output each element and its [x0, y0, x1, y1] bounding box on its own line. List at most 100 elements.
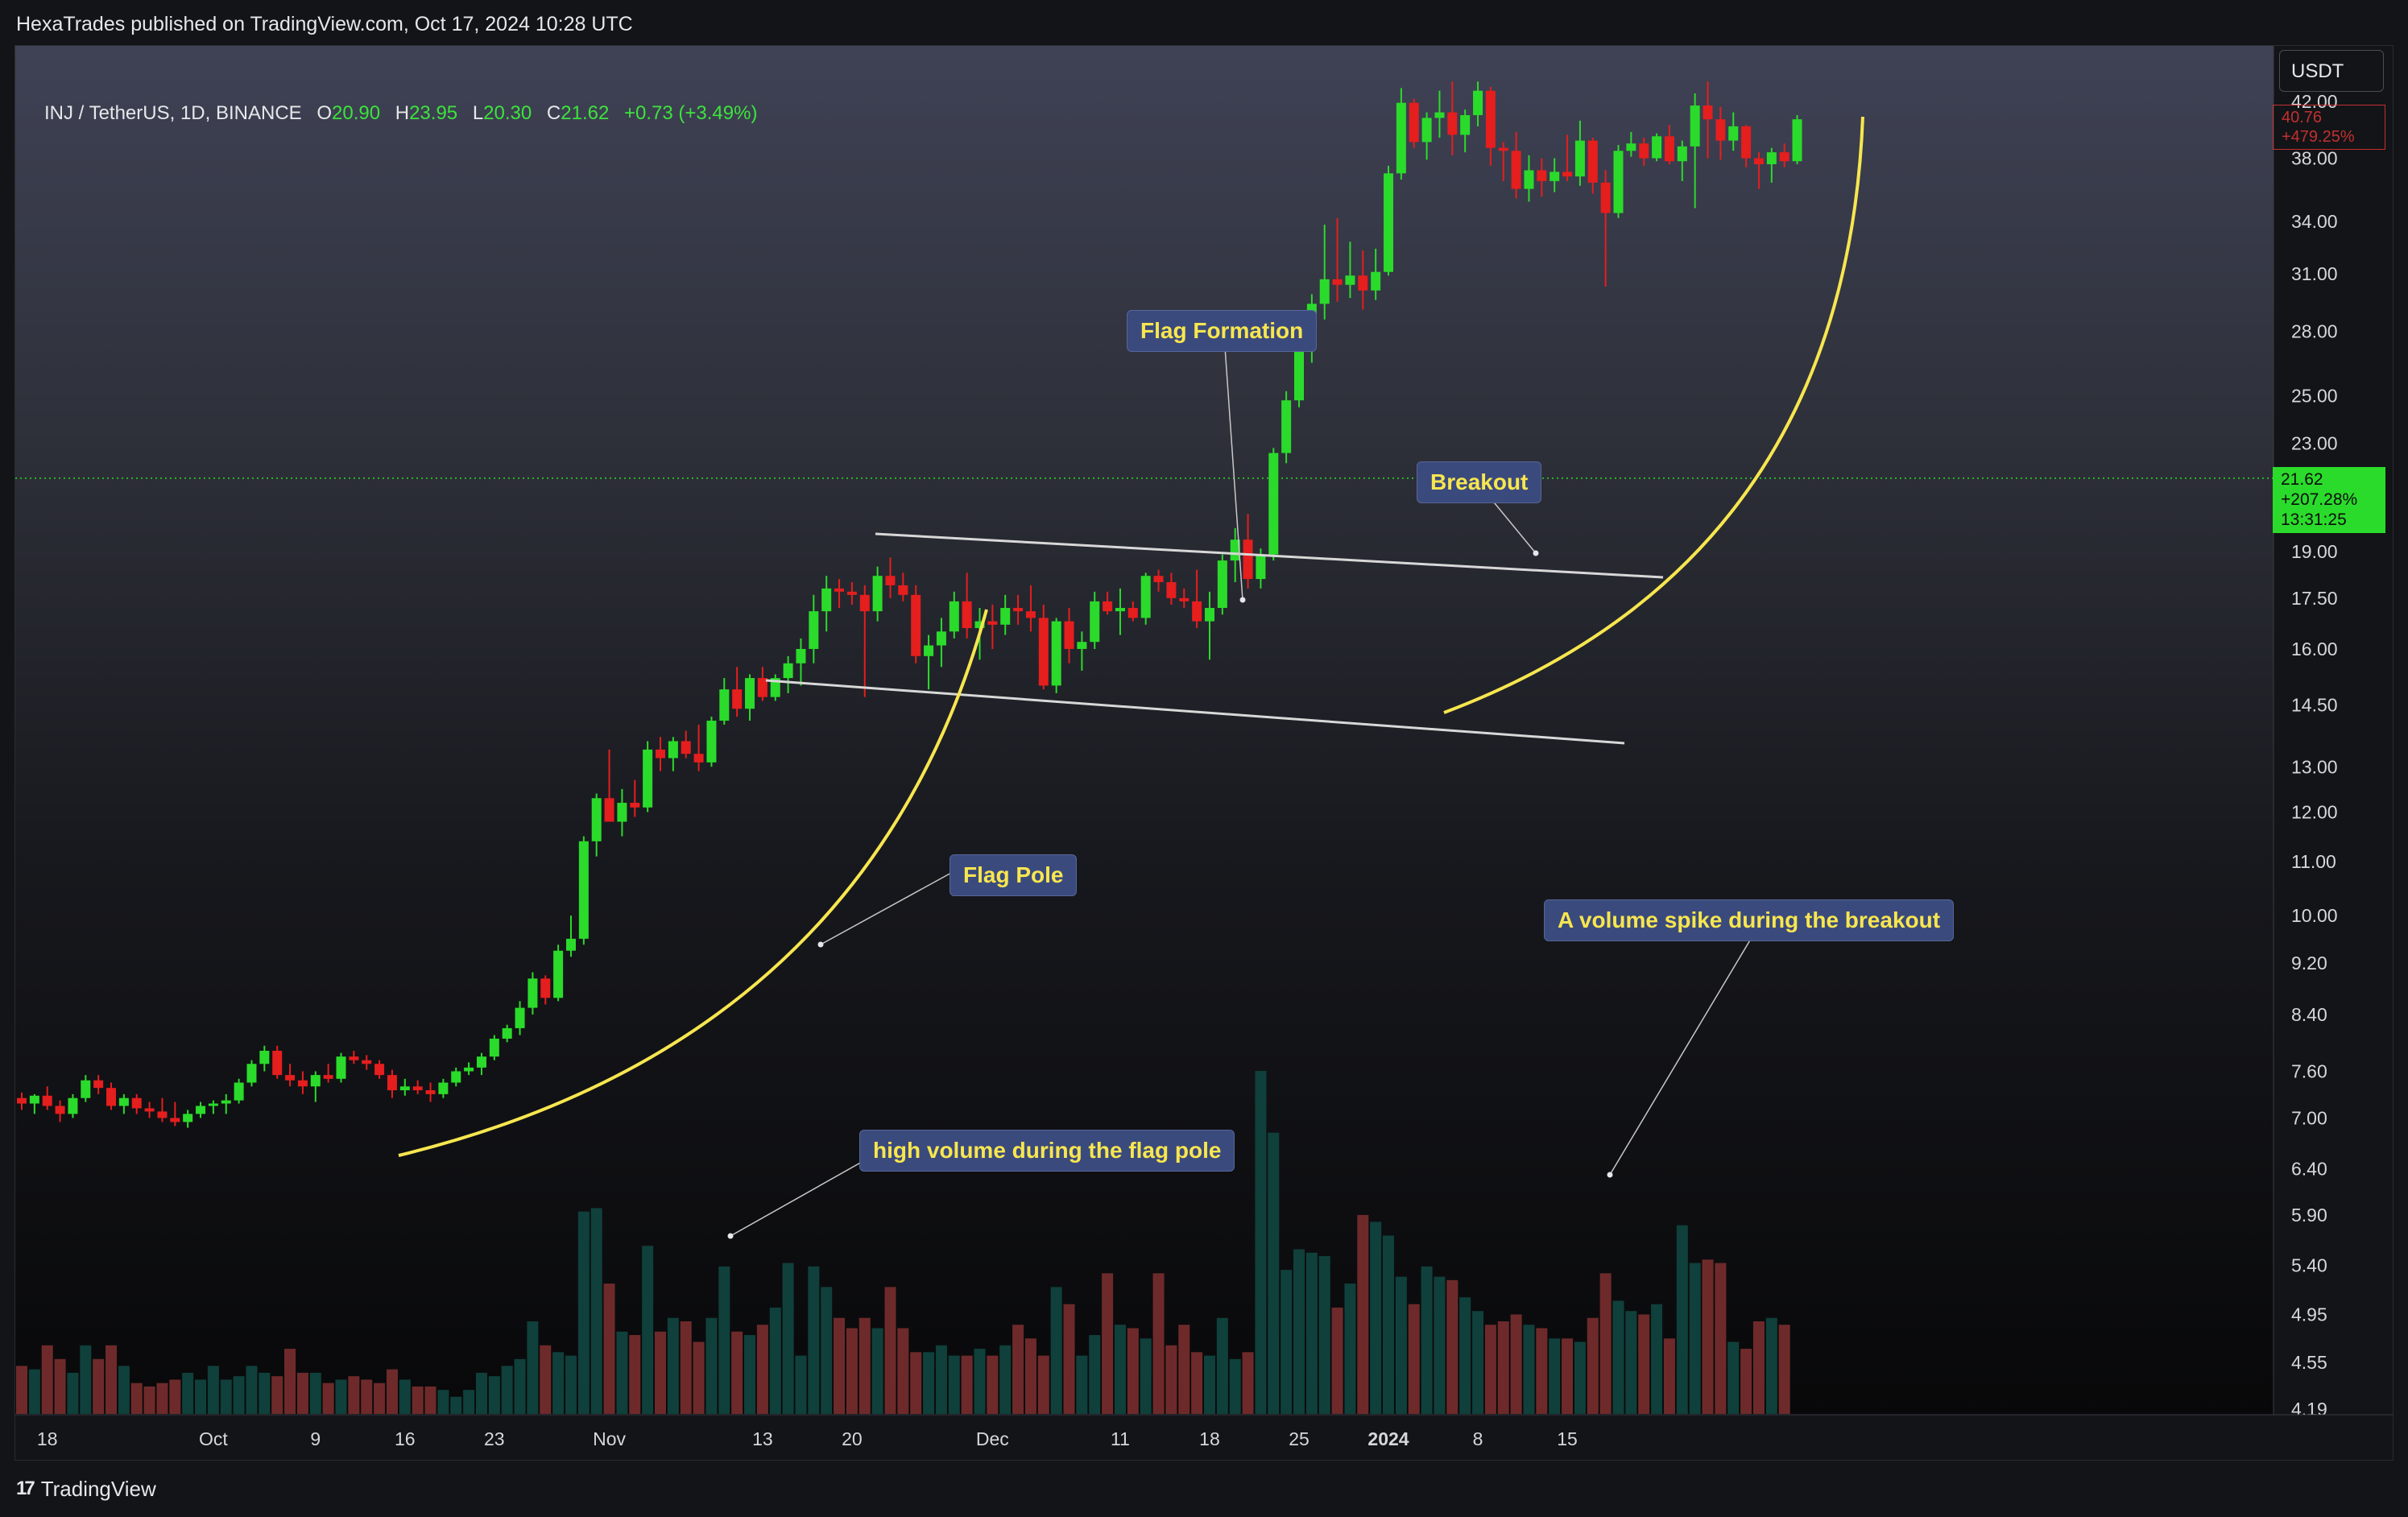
volume-bar	[271, 1376, 283, 1414]
volume-bar	[1434, 1276, 1446, 1414]
volume-bar	[1024, 1338, 1036, 1414]
footer-brand[interactable]: TradingView	[40, 1476, 156, 1501]
candle-body	[425, 1090, 436, 1094]
candle-body	[898, 585, 908, 595]
candle-body	[221, 1100, 231, 1104]
candle-body	[553, 950, 564, 998]
candle-body	[131, 1097, 142, 1109]
volume-bar	[1472, 1311, 1484, 1414]
candle-body	[1192, 601, 1202, 622]
candle-body	[362, 1060, 372, 1064]
volume-bar	[1752, 1321, 1765, 1414]
candle-body	[630, 803, 640, 808]
candle-body	[1485, 90, 1496, 148]
flag-pole-label[interactable]: Flag Pole	[950, 854, 1078, 896]
volume-bar	[16, 1366, 27, 1414]
price-tick-label: 12.00	[2291, 802, 2338, 823]
time-tick-label: 18	[1199, 1428, 1220, 1449]
open-key: O	[317, 102, 332, 124]
breakout-pointer-dot	[1533, 550, 1539, 556]
tradingview-logo-icon[interactable]: 17	[16, 1478, 35, 1499]
chart-pane[interactable]: 42.00 38.00 34.00 31.00 28.00 25.00 23.00 19.00…	[14, 45, 2394, 1461]
volume-bar	[1484, 1325, 1496, 1414]
candle-body	[374, 1064, 385, 1076]
volume-bar	[846, 1328, 858, 1414]
price-tick-label: 23.00	[2291, 432, 2338, 453]
candle-body	[1243, 539, 1253, 580]
volume-bar	[1127, 1328, 1139, 1414]
volume-bar	[1510, 1314, 1522, 1414]
candle-body	[1537, 170, 1547, 181]
volume-bar	[1549, 1338, 1561, 1414]
currency-selector[interactable]: USDT	[2279, 50, 2384, 92]
volume-bar	[118, 1366, 130, 1414]
volume-bar	[374, 1383, 386, 1414]
volume-bar	[182, 1372, 194, 1414]
candle-body	[17, 1097, 27, 1104]
candle-body	[502, 1027, 512, 1039]
price-tick-label: 6.40	[2291, 1159, 2327, 1180]
price-tick-label: 9.20	[2291, 953, 2327, 973]
volume-bar	[80, 1345, 92, 1414]
time-tick-label: 16	[395, 1428, 416, 1449]
volume-bar	[897, 1328, 909, 1414]
volume-bar	[1446, 1279, 1458, 1414]
time-tick-label: 11	[1111, 1428, 1130, 1449]
volume-bar	[1599, 1273, 1612, 1414]
candle-body	[1230, 539, 1240, 561]
price-chart-svg[interactable]: 42.00 38.00 34.00 31.00 28.00 25.00 23.00 19.00…	[15, 46, 2394, 1461]
volume-bar	[705, 1317, 718, 1414]
volume-bar	[999, 1345, 1012, 1414]
time-tick-label: 9	[310, 1428, 321, 1449]
candle-body	[349, 1056, 359, 1060]
candle-body	[1690, 105, 1700, 147]
candle-body	[911, 594, 921, 656]
candle-body	[745, 678, 755, 709]
price-tick-label: 28.00	[2291, 321, 2338, 342]
volume-bar	[1305, 1252, 1318, 1414]
price-tick-label: 13.00	[2291, 756, 2338, 777]
candle-body	[1064, 621, 1074, 649]
flag-formation-label[interactable]: Flag Formation	[1127, 310, 1318, 352]
high-volume-pointer-dot	[727, 1233, 734, 1239]
candle-body	[42, 1095, 52, 1106]
flag-formation-pointer-dot	[1239, 597, 1246, 603]
candle-body	[68, 1097, 78, 1114]
volume-bar	[884, 1287, 896, 1414]
candle-body	[1677, 146, 1687, 162]
candle-body	[656, 749, 665, 758]
volume-bar	[1012, 1325, 1024, 1414]
candle-body	[1179, 597, 1190, 601]
candle-body	[668, 741, 678, 758]
volume-spike-label[interactable]: A volume spike during the breakout	[1544, 899, 1955, 941]
candle-body	[259, 1050, 270, 1064]
candle-body	[821, 588, 832, 612]
current-price-change: +207.28%	[2281, 490, 2358, 509]
volume-bar	[1114, 1325, 1126, 1414]
volume-bar	[1331, 1307, 1343, 1414]
candle-body	[489, 1038, 499, 1057]
candle-body	[1511, 151, 1521, 189]
volume-bar	[693, 1341, 705, 1414]
volume-bar	[1663, 1338, 1675, 1414]
candle-body	[1524, 170, 1534, 189]
candle-body	[1447, 112, 1458, 135]
candle-body	[706, 721, 717, 763]
candle-body	[1090, 601, 1100, 643]
volume-bar	[871, 1328, 883, 1414]
volume-bar	[629, 1335, 641, 1414]
price-tick-label: 16.00	[2291, 639, 2338, 659]
candle-body	[1434, 112, 1445, 118]
volume-bar	[808, 1266, 820, 1414]
candle-body	[681, 741, 691, 754]
high-volume-label[interactable]: high volume during the flag pole	[859, 1130, 1235, 1172]
volume-bar	[1216, 1317, 1228, 1414]
candle-body	[464, 1067, 474, 1072]
candle-body	[1779, 152, 1789, 162]
candle-body	[1332, 279, 1343, 285]
candle-body	[846, 591, 857, 595]
volume-bar	[106, 1345, 118, 1414]
volume-bar	[1076, 1355, 1088, 1414]
breakout-label[interactable]: Breakout	[1417, 461, 1542, 503]
volume-spike-pointer-dot	[1607, 1172, 1613, 1178]
